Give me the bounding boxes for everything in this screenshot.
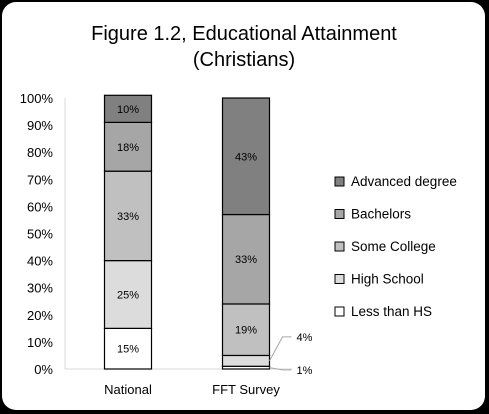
leader-line [269,336,292,362]
bar-segment [103,121,153,172]
data-label: 25% [117,289,139,301]
y-tick-label: 80% [27,145,53,160]
y-tick-label: 40% [27,254,53,269]
legend-label: Some College [351,239,436,254]
bar-segment [221,97,271,216]
chart-title-line-2: (Christians) [193,49,295,71]
legend-label: Less than HS [351,304,432,319]
legend-swatch [334,241,345,252]
leader-line [269,367,292,371]
bar-segment [103,94,153,123]
data-label: 33% [117,211,139,223]
y-tick-label: 90% [27,118,53,133]
data-label: 43% [235,151,257,163]
legend-label: High School [351,272,424,287]
bar-segment [221,213,271,305]
legend-swatch [334,209,345,219]
y-tick-label: 30% [27,281,53,296]
data-label: 19% [235,325,257,337]
x-category-label: National [104,382,152,397]
data-label: 10% [117,104,139,116]
data-label: 4% [297,332,313,344]
data-label: 15% [117,344,139,356]
bar-segment [221,354,271,367]
x-category-label: FFT Survey [212,382,280,397]
chart-frame: Figure 1.2, Educational Attainment (Chri… [2,2,485,410]
y-tick-label: 50% [27,227,53,242]
y-tick-label: 100% [20,91,54,106]
bar-segment [103,327,153,370]
data-label: 18% [117,142,139,154]
stacked-bar-chart: Figure 1.2, Educational Attainment (Chri… [20,23,457,397]
bar-segment [103,170,153,262]
y-tick-label: 70% [27,172,53,187]
y-tick-label: 10% [27,335,53,350]
legend-swatch [334,176,345,187]
data-label: 1% [297,365,313,377]
y-tick-label: 60% [27,199,53,214]
chart-title-line-1: Figure 1.2, Educational Attainment [91,23,397,45]
y-tick-label: 0% [34,362,53,377]
data-label: 33% [235,254,257,266]
legend-label: Bachelors [351,207,411,222]
legend-swatch [334,274,345,284]
legend-swatch [334,306,345,317]
legend-label: Advanced degree [351,174,457,189]
y-tick-label: 20% [27,308,53,323]
